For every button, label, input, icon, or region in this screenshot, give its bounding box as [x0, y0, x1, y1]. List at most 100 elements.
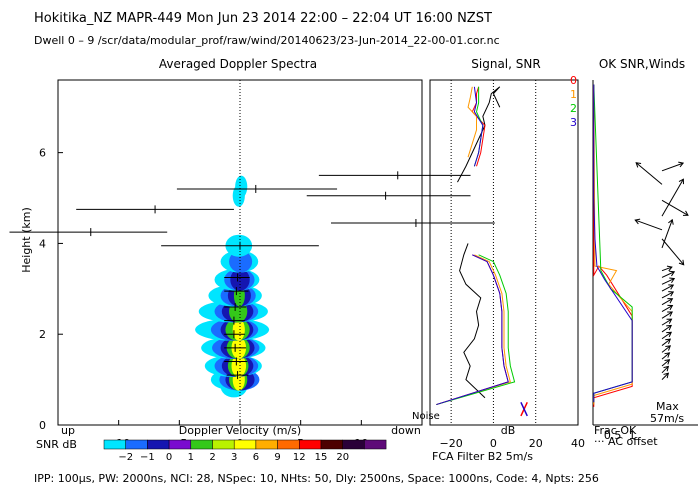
colorbar-cell — [342, 439, 365, 450]
colorbar-cell — [212, 439, 235, 450]
wind-arrow-head — [667, 311, 673, 317]
wind-arrow — [661, 284, 674, 292]
noise-marker — [520, 401, 528, 417]
spectra-echo-cell — [235, 175, 248, 198]
wind-arrow — [635, 219, 663, 231]
wind-arrow-head — [664, 359, 671, 365]
colorbar-cell — [233, 439, 257, 450]
spectra-echo-cell — [230, 268, 250, 291]
noise-label: Noise — [412, 411, 440, 422]
wind-arrow-head — [664, 352, 671, 358]
oksnr-legend-3: 3 — [570, 116, 577, 129]
wind-arrow-head — [682, 210, 689, 216]
spectra-y-tick-label: 2 — [39, 328, 46, 341]
colorbar-tick-label: 15 — [315, 452, 328, 463]
colorbar-tick-label: 6 — [253, 452, 259, 463]
snr-db-label: SNR dB — [36, 438, 77, 451]
colorbar-cell — [125, 439, 148, 450]
max-label: Max — [656, 400, 679, 413]
header-title: Hokitika_NZ MAPR-449 Mon Jun 23 2014 22:… — [34, 11, 492, 26]
wind-arrow-head — [667, 304, 674, 311]
colorbar-tick-label: 20 — [336, 452, 349, 463]
colorbar-cell — [147, 439, 170, 450]
wind-arrow — [661, 291, 674, 299]
wind-arrow-head — [668, 218, 674, 225]
colorbar-cell — [168, 439, 192, 450]
wind-arrow-head — [665, 338, 672, 344]
colorbar-tick-label: 1 — [188, 452, 194, 463]
colorbar-cell — [255, 439, 278, 450]
wind-arrow — [661, 352, 670, 360]
wind-arrow — [661, 345, 671, 353]
signal-series-1 — [436, 254, 511, 406]
frac-ok-label: Frac OK — [594, 424, 637, 437]
wind-arrow — [661, 338, 671, 346]
wind-arrow-head — [666, 265, 673, 272]
wind-arrow-head — [678, 161, 685, 168]
wind-arrow-head — [666, 324, 673, 331]
wind-arrow — [661, 372, 669, 380]
signal-series-1 — [467, 86, 478, 158]
signal-frame — [429, 79, 579, 426]
signal-series-Signal — [459, 243, 486, 399]
colorbar-tick-label: 3 — [231, 452, 237, 463]
signal-panel: −20 0 20 40 — [429, 79, 585, 450]
oksnr-legend-2: 2 — [570, 102, 577, 115]
wind-arrow-head — [635, 162, 642, 168]
frac-ok-series-1 — [593, 84, 633, 405]
wind-arrow — [661, 311, 673, 319]
wind-arrow-head — [668, 291, 675, 297]
up-label: up — [61, 424, 75, 437]
signal-series-2 — [436, 254, 516, 406]
oksnr-x-tick-label: 0.5 — [604, 429, 622, 442]
wind-arrow-head — [669, 277, 676, 283]
wind-arrow-head — [668, 284, 675, 290]
wind-arrow-head — [663, 372, 670, 379]
wind-arrow — [661, 331, 672, 340]
oksnr-legend-0: 0 — [570, 74, 577, 87]
filter-label: FCA Filter B2 5m/s — [432, 450, 533, 463]
wind-arrow — [661, 178, 684, 217]
signal-series-3 — [436, 254, 509, 406]
signal-series-3 — [473, 86, 484, 167]
colorbar-tick-label: 0 — [166, 452, 172, 463]
wind-arrow — [661, 219, 673, 249]
colorbar-cell — [299, 439, 322, 450]
colorbar-cell — [103, 439, 126, 450]
down-label: down — [391, 424, 421, 437]
wind-arrow-head — [666, 331, 673, 338]
colorbar-tick-label: 9 — [274, 452, 280, 463]
header-path: Dwell 0 – 9 /scr/data/modular_prof/raw/w… — [34, 34, 500, 47]
wind-arrow-head — [669, 270, 676, 277]
spectra-y-tick-label: 4 — [39, 237, 46, 250]
wind-arrow-head — [663, 365, 670, 372]
wind-arrow — [661, 199, 689, 216]
oksnr-title: OK SNR,Winds — [599, 57, 685, 71]
colorbar-cell — [364, 439, 387, 450]
colorbar-tick-label: −1 — [140, 452, 155, 463]
oksnr-legend-1: 1 — [570, 88, 577, 101]
signal-x-tick-label: −20 — [440, 437, 463, 450]
x-axis-label: Doppler Velocity (m/s) — [179, 424, 301, 437]
wind-arrow — [661, 366, 669, 374]
colorbar-tick-label: 12 — [293, 452, 306, 463]
wind-arrow-head — [667, 298, 674, 304]
wind-arrow — [661, 359, 670, 367]
signal-title: Signal, SNR — [471, 57, 540, 71]
colorbar-tick-label: −2 — [118, 452, 133, 463]
wind-arrow-head — [678, 259, 685, 266]
wind-arrow — [661, 271, 675, 278]
db-label: dB — [501, 424, 516, 437]
colorbar-cell — [277, 439, 300, 450]
spectra-panel: −10−505100246 — [9, 79, 495, 450]
wind-arrow — [661, 298, 673, 306]
signal-series-Signal — [457, 86, 501, 183]
colorbar-cell — [320, 439, 343, 450]
spectra-title: Averaged Doppler Spectra — [159, 57, 317, 71]
spectra-y-tick-label: 6 — [39, 147, 46, 160]
wind-arrow — [661, 266, 673, 272]
wind-arrow-head — [634, 218, 641, 225]
wind-arrow-head — [665, 345, 672, 351]
